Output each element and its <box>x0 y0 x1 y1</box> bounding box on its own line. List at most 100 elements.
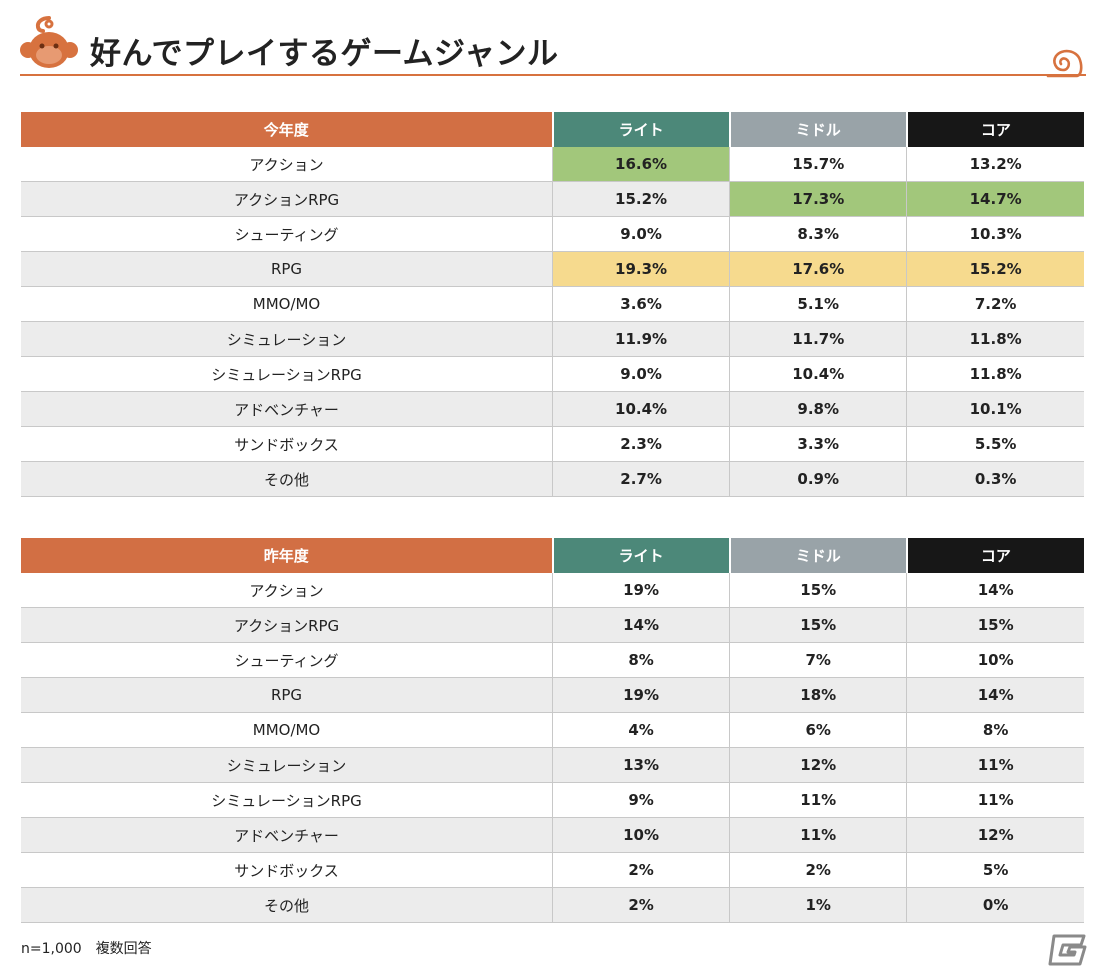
core-value-cell: 10% <box>906 642 1084 678</box>
light-value-cell: 19% <box>552 677 731 713</box>
middle-value-cell: 3.3% <box>729 426 908 462</box>
core-value-cell: 14% <box>906 573 1084 608</box>
middle-value-cell: 6% <box>729 712 908 748</box>
core-value-cell: 11% <box>906 782 1084 818</box>
light-value-cell: 2.7% <box>552 461 731 497</box>
footnote-sample-size: n=1,000 <box>21 941 82 957</box>
header-middle: ミドル <box>729 112 908 147</box>
light-value-cell: 2% <box>552 887 731 923</box>
core-value-cell: 5.5% <box>906 426 1084 462</box>
table-row: その他 2% 1% 0% <box>21 887 1084 923</box>
table-row: アクションRPG 14% 15% 15% <box>21 607 1084 643</box>
table-row: シミュレーション 11.9% 11.7% 11.8% <box>21 321 1084 357</box>
light-value-cell: 10% <box>552 817 731 853</box>
genre-label-cell: シミュレーションRPG <box>21 782 553 818</box>
page-header: 好んでプレイするゲームジャンル <box>0 0 1108 80</box>
table-row: アクションRPG 15.2% 17.3% 14.7% <box>21 181 1084 217</box>
light-value-cell: 11.9% <box>552 321 731 357</box>
swirl-decoration-icon <box>1046 49 1083 78</box>
light-value-cell: 10.4% <box>552 391 731 427</box>
genre-label-cell: MMO/MO <box>21 286 553 322</box>
core-value-cell: 0% <box>906 887 1084 923</box>
table-header-row: 今年度 ライト ミドル コア <box>21 112 1084 147</box>
middle-value-cell: 0.9% <box>729 461 908 497</box>
table-row: アドベンチャー 10% 11% 12% <box>21 817 1084 853</box>
light-value-cell: 4% <box>552 712 731 748</box>
light-value-cell: 9.0% <box>552 216 731 252</box>
middle-value-cell: 11% <box>729 817 908 853</box>
table-row: MMO/MO 3.6% 5.1% 7.2% <box>21 286 1084 322</box>
genre-label-cell: アドベンチャー <box>21 817 553 853</box>
footnote: n=1,000 複数回答 <box>21 938 152 958</box>
table-row: RPG 19% 18% 14% <box>21 677 1084 713</box>
core-value-cell: 10.3% <box>906 216 1084 252</box>
middle-value-cell: 15.7% <box>729 147 908 182</box>
middle-value-cell: 18% <box>729 677 908 713</box>
page-title: 好んでプレイするゲームジャンル <box>90 36 559 72</box>
core-value-cell: 0.3% <box>906 461 1084 497</box>
header-light: ライト <box>552 538 731 573</box>
genre-label-cell: アクション <box>21 147 553 182</box>
core-value-cell: 8% <box>906 712 1084 748</box>
middle-value-cell: 5.1% <box>729 286 908 322</box>
table-row: シミュレーションRPG 9.0% 10.4% 11.8% <box>21 356 1084 392</box>
core-value-cell: 15.2% <box>906 251 1084 287</box>
table-row: アドベンチャー 10.4% 9.8% 10.1% <box>21 391 1084 427</box>
footnote-multiple-answer: 複数回答 <box>95 941 152 957</box>
table-row: サンドボックス 2.3% 3.3% 5.5% <box>21 426 1084 462</box>
table-row: アクション 19% 15% 14% <box>21 573 1084 608</box>
genre-label-cell: シミュレーション <box>21 747 553 783</box>
this-year-table: 今年度 ライト ミドル コア アクション 16.6% 15.7% 13.2% アクション… <box>21 112 1084 497</box>
header-light: ライト <box>552 112 731 147</box>
core-value-cell: 11.8% <box>906 356 1084 392</box>
genre-label-cell: RPG <box>21 677 553 713</box>
header-core: コア <box>906 112 1084 147</box>
core-value-cell: 13.2% <box>906 147 1084 182</box>
genre-label-cell: アドベンチャー <box>21 391 553 427</box>
middle-value-cell: 2% <box>729 852 908 888</box>
genre-label-cell: その他 <box>21 461 553 497</box>
middle-value-cell: 11.7% <box>729 321 908 357</box>
light-value-cell: 19% <box>552 573 731 608</box>
last-year-table: 昨年度 ライト ミドル コア アクション 19% 15% 14% アクションRPG 14%… <box>21 538 1084 923</box>
header-year-label: 昨年度 <box>21 538 554 573</box>
middle-value-cell: 1% <box>729 887 908 923</box>
header-year-label: 今年度 <box>21 112 554 147</box>
light-value-cell: 15.2% <box>552 181 731 217</box>
core-value-cell: 7.2% <box>906 286 1084 322</box>
light-value-cell: 2.3% <box>552 426 731 462</box>
light-value-cell: 2% <box>552 852 731 888</box>
table-row: シミュレーションRPG 9% 11% 11% <box>21 782 1084 818</box>
middle-value-cell: 10.4% <box>729 356 908 392</box>
light-value-cell: 14% <box>552 607 731 643</box>
table-row: RPG 19.3% 17.6% 15.2% <box>21 251 1084 287</box>
middle-value-cell: 9.8% <box>729 391 908 427</box>
genre-label-cell: MMO/MO <box>21 712 553 748</box>
core-value-cell: 14% <box>906 677 1084 713</box>
genre-label-cell: シミュレーションRPG <box>21 356 553 392</box>
site-g-logo-icon <box>1048 934 1087 966</box>
genre-label-cell: シミュレーション <box>21 321 553 357</box>
genre-label-cell: その他 <box>21 887 553 923</box>
table-row: その他 2.7% 0.9% 0.3% <box>21 461 1084 497</box>
middle-value-cell: 12% <box>729 747 908 783</box>
core-value-cell: 5% <box>906 852 1084 888</box>
table-row: シューティング 8% 7% 10% <box>21 642 1084 678</box>
middle-value-cell: 17.6% <box>729 251 908 287</box>
table-row: シューティング 9.0% 8.3% 10.3% <box>21 216 1084 252</box>
core-value-cell: 11.8% <box>906 321 1084 357</box>
middle-value-cell: 11% <box>729 782 908 818</box>
light-value-cell: 9.0% <box>552 356 731 392</box>
light-value-cell: 8% <box>552 642 731 678</box>
middle-value-cell: 8.3% <box>729 216 908 252</box>
light-value-cell: 16.6% <box>552 147 731 182</box>
monkey-face-logo-icon <box>20 16 78 68</box>
genre-label-cell: シューティング <box>21 216 553 252</box>
light-value-cell: 13% <box>552 747 731 783</box>
genre-label-cell: サンドボックス <box>21 426 553 462</box>
header-middle: ミドル <box>729 538 908 573</box>
core-value-cell: 10.1% <box>906 391 1084 427</box>
table-row: アクション 16.6% 15.7% 13.2% <box>21 147 1084 182</box>
core-value-cell: 12% <box>906 817 1084 853</box>
genre-label-cell: アクションRPG <box>21 181 553 217</box>
